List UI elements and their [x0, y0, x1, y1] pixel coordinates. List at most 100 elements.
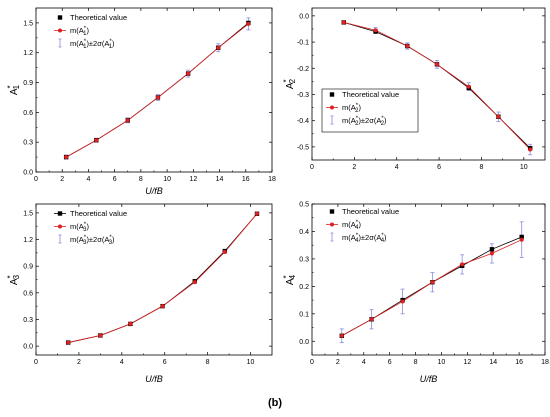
x-tick-label: 0: [310, 164, 314, 171]
x-axis-label: U/fB: [420, 374, 438, 384]
legend-label: Theoretical value: [70, 209, 127, 218]
y-tick-label: 1.2: [23, 237, 33, 244]
legend-label: m(A* 4)±2σ(A* 4): [342, 233, 387, 244]
legend-circle-marker: [330, 222, 334, 227]
legend-entry: m(A* 4)±2σ(A* 4): [330, 232, 387, 244]
x-axis-label: U/fB: [145, 186, 163, 196]
y-tick-label: 0.6: [23, 110, 33, 117]
y-tick-label: -0.4: [297, 118, 309, 125]
y-tick-label: 0.6: [23, 290, 33, 297]
y-axis-label: A*1: [6, 84, 21, 95]
x-tick-label: 6: [437, 164, 441, 171]
legend-square-marker: [329, 92, 335, 97]
point-mean: [64, 155, 69, 160]
y-tick-label: 0.9: [23, 264, 33, 271]
point-mean: [466, 84, 471, 89]
x-tick-label: 18: [268, 176, 276, 183]
legend: Theoretical value m(A* 3) m(A* 3)±2σ(A* 3): [54, 209, 127, 246]
legend-label: m(A* 4): [342, 220, 361, 231]
x-tick-label: 0: [310, 359, 314, 366]
chart-panel-4: 0 2 4 6 8 10 12 14 16 18 0.0 0.1 0.2 0.3 0.4 0.5 A*4 U/fB…: [282, 202, 549, 385]
legend-label: Theoretical value: [70, 13, 127, 22]
legend-entry: Theoretical value: [57, 13, 127, 22]
y-tick-label: 0.1: [299, 311, 309, 318]
y-tick-label: 0.3: [23, 140, 33, 147]
y-tick-label: -0.5: [297, 144, 309, 151]
x-tick-label: 4: [362, 359, 366, 366]
figure-caption: (b): [268, 397, 282, 409]
x-tick-label: 6: [163, 359, 167, 366]
legend: Theoretical value m(A* 2) m(A* 2)±2σ(A* 2): [321, 88, 419, 133]
point-theoretical: [489, 247, 495, 252]
y-tick-label: 0.0: [23, 170, 33, 177]
point-mean: [434, 62, 439, 67]
legend-circle-marker: [330, 105, 334, 110]
x-axis-label: U/fB: [145, 374, 163, 384]
point-mean: [519, 237, 524, 242]
chart-panel-3: 0 2 4 6 8 10 0.0 0.3 0.6 0.9 1.2 1.5 A*3 U/fB Theoreti…: [6, 203, 273, 384]
legend-entry: m(A* 3): [54, 222, 89, 233]
point-mean: [373, 28, 378, 33]
point-mean: [460, 262, 465, 267]
y-tick-label: 0.0: [23, 344, 33, 351]
point-mean: [528, 147, 533, 152]
x-tick-label: 10: [438, 359, 446, 366]
legend-entry: m(A* 4): [326, 220, 361, 231]
point-mean: [400, 299, 405, 304]
legend-entry: m(A* 2): [326, 103, 361, 114]
legend-label: m(A* 1)±2σ(A* 1): [70, 39, 115, 50]
legend-entry: m(A* 1)±2σ(A* 1): [58, 38, 115, 50]
legend-label: m(A* 1): [70, 26, 89, 37]
x-tick-label: 8: [139, 176, 143, 183]
legend-entry: m(A* 1): [54, 26, 89, 37]
point-mean: [66, 340, 71, 345]
x-tick-label: 14: [216, 176, 224, 183]
y-tick-label: -0.2: [297, 66, 309, 73]
y-tick-label: 1.5: [23, 20, 33, 27]
point-mean: [246, 21, 251, 26]
x-tick-label: 2: [352, 164, 356, 171]
point-mean: [339, 333, 344, 338]
x-tick-label: 6: [113, 176, 117, 183]
y-tick-label: 0.0: [299, 339, 309, 346]
point-mean: [128, 321, 133, 326]
legend-circle-marker: [58, 28, 62, 33]
y-tick-label: 0.4: [299, 229, 309, 236]
x-tick-label: 2: [60, 176, 64, 183]
x-tick-label: 10: [520, 164, 528, 171]
x-tick-label: 6: [388, 359, 392, 366]
point-mean: [216, 45, 221, 50]
y-tick-label: 1.2: [23, 50, 33, 57]
x-tick-label: 16: [515, 359, 523, 366]
point-mean: [222, 249, 227, 254]
y-axis-label: A*2: [282, 78, 297, 89]
y-tick-label: 0.3: [23, 317, 33, 324]
point-mean: [369, 317, 374, 322]
series-line-mean: [341, 239, 522, 337]
legend-entry: Theoretical value: [329, 90, 399, 99]
chart-panel-2: 0 2 4 6 8 10 0.0 -0.1 -0.2 -0.3 -0.4 -0.5 A*2 Theoret…: [282, 7, 546, 171]
y-tick-label: -0.1: [297, 40, 309, 47]
y-axis-label: A*3: [6, 274, 21, 285]
x-tick-label: 12: [463, 359, 471, 366]
x-tick-label: 0: [34, 359, 38, 366]
legend-label: m(A* 3)±2σ(A* 3): [70, 235, 115, 246]
x-tick-label: 14: [489, 359, 497, 366]
chart-panels: 0 2 4 6 8 10 12 14 16 18 0.0 0.3 0.6 0.9 1.2 1.5 A*1 U/fB…: [6, 7, 549, 385]
point-mean: [125, 118, 130, 123]
x-tick-label: 10: [247, 359, 255, 366]
x-tick-label: 10: [163, 176, 171, 183]
point-mean: [155, 95, 160, 100]
point-mean: [160, 304, 165, 309]
y-axis-label: A*4: [282, 274, 297, 285]
point-mean: [186, 71, 191, 76]
y-tick-label: 0.5: [299, 202, 309, 209]
legend-entry: Theoretical value: [329, 207, 399, 216]
series-line-mean: [68, 213, 258, 343]
legend-label: Theoretical value: [342, 90, 399, 99]
point-theoretical: [519, 234, 524, 240]
legend-entry: m(A* 3)±2σ(A* 3): [58, 234, 115, 246]
x-tick-label: 4: [395, 164, 399, 171]
x-tick-label: 8: [414, 359, 418, 366]
